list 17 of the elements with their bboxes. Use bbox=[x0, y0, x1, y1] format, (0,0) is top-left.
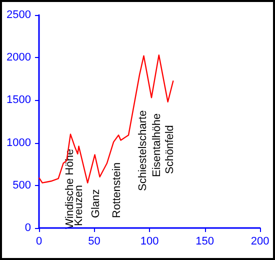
x-tick-label: 200 bbox=[250, 236, 270, 248]
y-tick-label: 2000 bbox=[6, 52, 31, 64]
y-tick-label: 1500 bbox=[6, 94, 31, 106]
x-tick-label: 50 bbox=[88, 236, 100, 248]
annotation: Glanz bbox=[90, 189, 102, 218]
x-tick-label: 100 bbox=[140, 236, 159, 248]
y-tick-label: 2500 bbox=[6, 9, 31, 21]
y-tick-label: 500 bbox=[12, 179, 31, 192]
x-tick-label: 0 bbox=[36, 236, 42, 248]
x-tick-label: 150 bbox=[196, 236, 214, 248]
annotation: Eisentalhöhe bbox=[151, 113, 163, 177]
annotation: Schiestelscharte bbox=[137, 110, 149, 191]
y-tick-label: 0 bbox=[24, 222, 31, 234]
annotation: Kreuzen bbox=[73, 185, 85, 226]
annotation: Rottenstein bbox=[111, 162, 123, 218]
annotation: Schönfeld bbox=[164, 125, 176, 174]
y-tick-label: 1000 bbox=[6, 136, 31, 149]
